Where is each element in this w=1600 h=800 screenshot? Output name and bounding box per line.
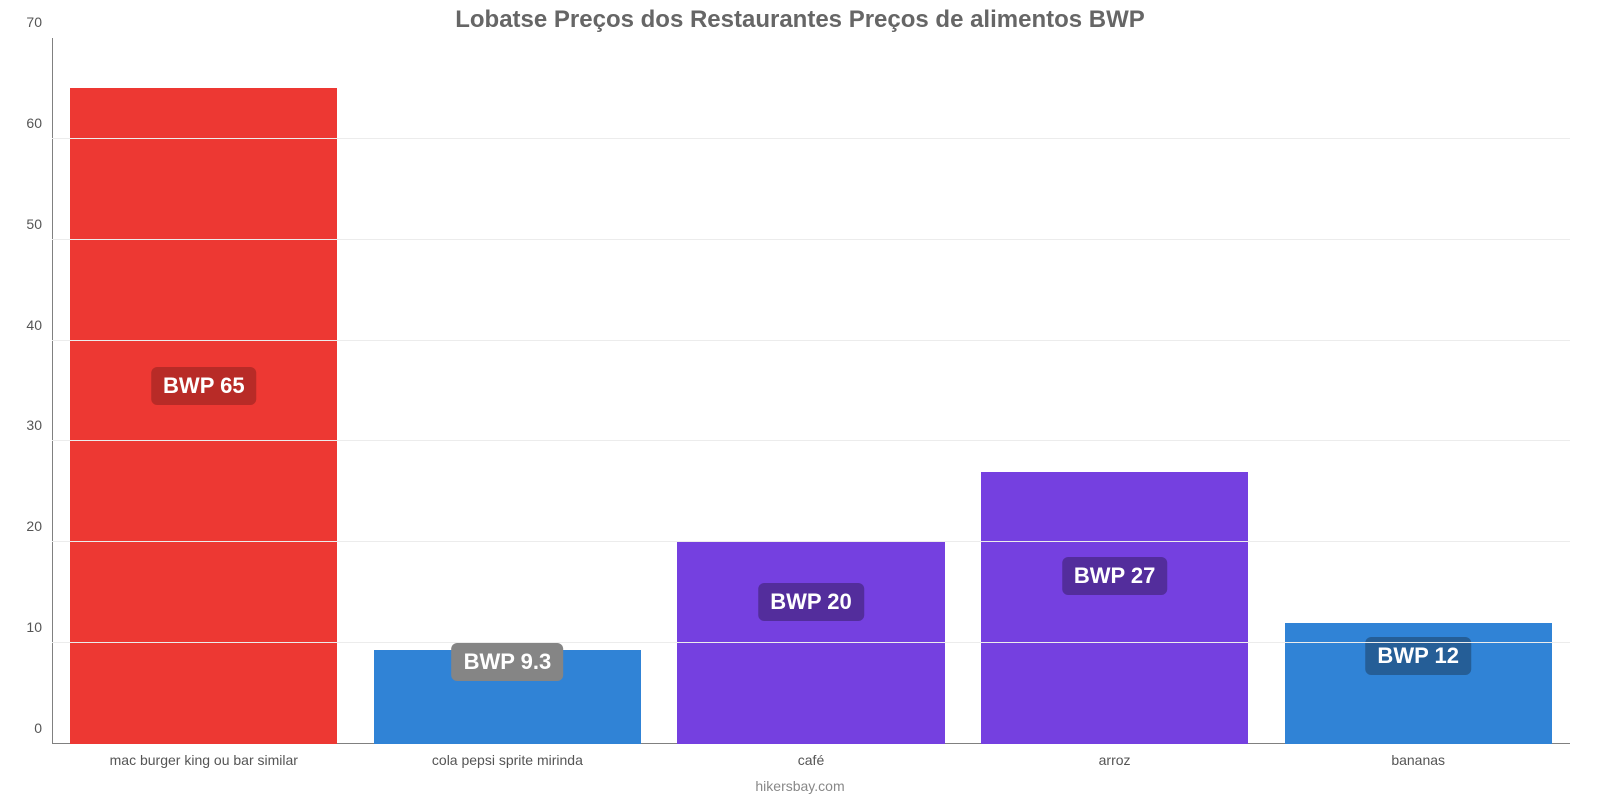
y-tick-label: 70 <box>26 14 52 30</box>
bar-value-label: BWP 65 <box>151 367 257 405</box>
gridline <box>52 642 1570 643</box>
gridline <box>52 239 1570 240</box>
bar <box>981 472 1248 744</box>
x-tick-label: arroz <box>1099 744 1131 768</box>
plot-area: BWP 65BWP 9.3BWP 20BWP 27BWP 12 01020304… <box>52 38 1570 744</box>
y-tick-label: 0 <box>34 720 52 736</box>
x-tick-label: café <box>798 744 824 768</box>
x-tick-label: mac burger king ou bar similar <box>110 744 298 768</box>
x-tick-label: bananas <box>1391 744 1445 768</box>
bars-layer: BWP 65BWP 9.3BWP 20BWP 27BWP 12 <box>52 38 1570 744</box>
x-tick-label: cola pepsi sprite mirinda <box>432 744 583 768</box>
y-tick-label: 30 <box>26 417 52 433</box>
chart-title: Lobatse Preços dos Restaurantes Preços d… <box>0 6 1600 34</box>
bar <box>70 88 337 744</box>
bar-value-label: BWP 27 <box>1062 557 1168 595</box>
price-bar-chart: Lobatse Preços dos Restaurantes Preços d… <box>0 0 1600 800</box>
bar-value-label: BWP 9.3 <box>452 643 564 681</box>
gridline <box>52 541 1570 542</box>
y-tick-label: 60 <box>26 115 52 131</box>
y-tick-label: 20 <box>26 518 52 534</box>
y-tick-label: 40 <box>26 317 52 333</box>
bar-value-label: BWP 20 <box>758 583 864 621</box>
y-tick-label: 10 <box>26 619 52 635</box>
y-tick-label: 50 <box>26 216 52 232</box>
gridline <box>52 138 1570 139</box>
gridline <box>52 340 1570 341</box>
chart-footer: hikersbay.com <box>0 778 1600 794</box>
gridline <box>52 440 1570 441</box>
